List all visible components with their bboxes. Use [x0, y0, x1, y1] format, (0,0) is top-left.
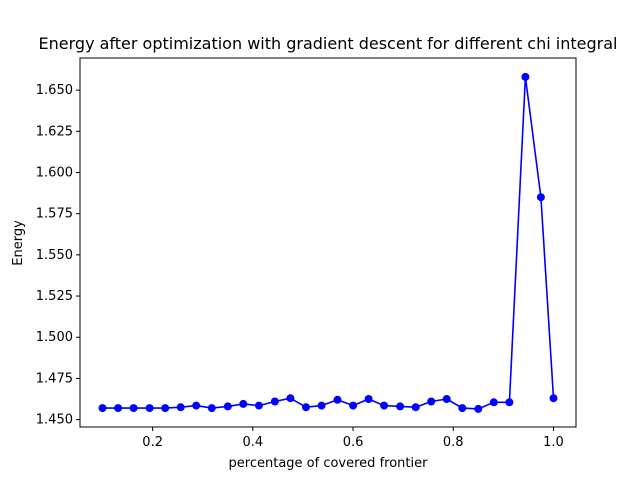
- axes-frame: [79, 57, 577, 428]
- data-point: [223, 402, 232, 411]
- data-point: [286, 394, 295, 403]
- data-point: [317, 401, 326, 410]
- data-point: [380, 401, 389, 410]
- data-point: [411, 403, 420, 412]
- x-tick-label: 0.8: [443, 435, 464, 450]
- data-point: [302, 403, 310, 412]
- data-point: [521, 72, 530, 81]
- data-point: [333, 395, 342, 404]
- chart-title: Energy after optimization with gradient …: [39, 34, 618, 53]
- data-point: [474, 404, 483, 413]
- data-point: [239, 399, 248, 408]
- y-tick-label: 1.475: [36, 371, 73, 386]
- data-point: [254, 401, 263, 410]
- data-point: [176, 403, 185, 412]
- x-axis-label: percentage of covered frontier: [229, 456, 429, 471]
- data-point: [98, 404, 107, 413]
- data-point: [427, 397, 436, 406]
- data-point: [192, 401, 201, 410]
- x-axis: 0.2 0.4 0.6 0.8 1.0: [142, 427, 564, 450]
- data-point: [207, 404, 216, 413]
- data-point: [145, 404, 154, 413]
- data-point: [364, 395, 373, 403]
- y-tick-label: 1.450: [36, 413, 73, 428]
- x-tick-label: 0.6: [343, 435, 364, 450]
- data-point: [536, 193, 545, 202]
- y-tick-label: 1.650: [36, 83, 73, 98]
- data-point: [549, 394, 558, 403]
- y-axis: 1.450 1.475 1.500 1.525 1.550 1.575 1.600 1.625…: [36, 83, 80, 428]
- y-tick-label: 1.500: [36, 330, 73, 345]
- x-tick-label: 0.4: [243, 435, 264, 450]
- y-tick-label: 1.575: [36, 207, 73, 222]
- data-point: [349, 401, 358, 410]
- data-point: [458, 404, 467, 413]
- x-tick-label: 1.0: [543, 435, 564, 450]
- x-tick-label: 0.2: [142, 435, 163, 450]
- y-axis-label: Energy: [11, 220, 26, 266]
- data-point: [396, 402, 405, 411]
- data-point: [161, 404, 170, 413]
- plot-area: [98, 72, 558, 413]
- y-tick-label: 1.550: [36, 248, 73, 263]
- data-point: [129, 404, 138, 413]
- data-point: [489, 398, 498, 407]
- y-tick-label: 1.525: [36, 289, 73, 304]
- y-tick-label: 1.625: [36, 124, 73, 139]
- data-point: [114, 404, 123, 413]
- y-tick-label: 1.600: [36, 165, 73, 180]
- data-point: [270, 397, 279, 406]
- data-point: [442, 395, 451, 403]
- data-point: [505, 398, 514, 407]
